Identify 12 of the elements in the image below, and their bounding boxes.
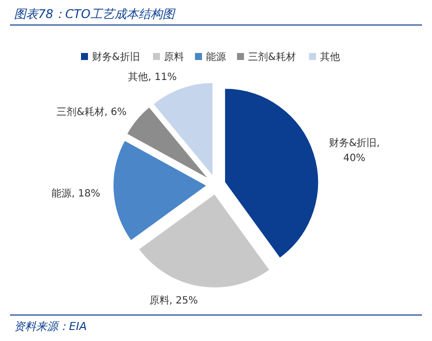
data-label: 财务&折旧, 40% bbox=[328, 137, 380, 164]
legend-label: 其他 bbox=[320, 51, 340, 63]
data-label: 能源, 18% bbox=[52, 187, 100, 200]
data-label: 三剂&耗材, 6% bbox=[56, 106, 127, 118]
legend-label: 原料 bbox=[164, 51, 184, 63]
legend-label: 能源 bbox=[206, 51, 226, 63]
legend-label: 三剂&耗材 bbox=[248, 51, 296, 63]
data-label: 其他, 11% bbox=[128, 70, 177, 83]
text: 资料来源：EIA bbox=[14, 320, 87, 333]
legend-label: 财务&折旧 bbox=[92, 51, 140, 63]
data-label: 原料, 25% bbox=[149, 294, 198, 307]
chart-title: 图表78：CTO工艺成本结构图 bbox=[14, 7, 176, 21]
